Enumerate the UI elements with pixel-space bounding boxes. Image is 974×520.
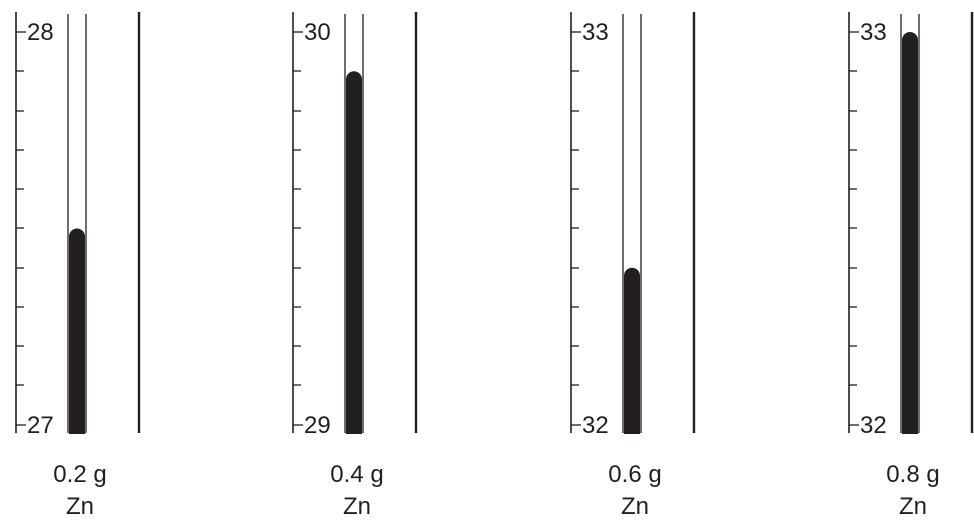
scale-top-label: 33 — [582, 19, 609, 46]
scale-bottom-label: 32 — [582, 412, 609, 439]
zinc-mass-label: 0.2 g — [53, 461, 106, 488]
thermometer-2: 30 29 0.4 g Zn — [292, 12, 418, 520]
scale-bottom-label: 32 — [860, 412, 887, 439]
thermometer-3: 33 32 0.6 g Zn — [570, 12, 696, 520]
scale-top-label: 33 — [860, 19, 887, 46]
metal-label: Zn — [899, 493, 927, 520]
scale-bottom-label: 29 — [304, 412, 331, 439]
mercury-column — [69, 228, 85, 434]
zinc-mass-label: 0.4 g — [330, 461, 383, 488]
scale-top-label: 30 — [304, 19, 331, 46]
metal-label: Zn — [66, 493, 94, 520]
zinc-mass-label: 0.8 g — [886, 461, 939, 488]
mercury-column — [346, 71, 362, 435]
thermometer-1: 28 27 0.2 g Zn — [15, 12, 141, 520]
metal-label: Zn — [621, 493, 649, 520]
metal-label: Zn — [343, 493, 371, 520]
mercury-column — [902, 32, 918, 434]
thermometer-4: 33 32 0.8 g Zn — [848, 12, 974, 520]
zinc-mass-label: 0.6 g — [608, 461, 661, 488]
scale-top-label: 28 — [27, 19, 54, 46]
scale-bottom-label: 27 — [27, 412, 54, 439]
mercury-column — [624, 267, 640, 434]
